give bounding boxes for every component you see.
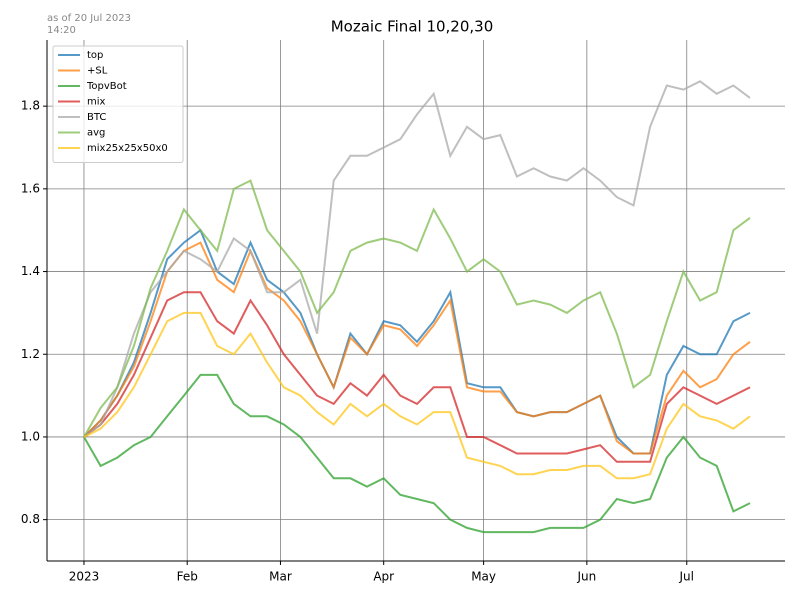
series-line <box>83 373 751 534</box>
y-tick-label: 1.2 <box>21 347 40 361</box>
legend-label: BTC <box>87 112 106 123</box>
series-line <box>83 228 751 455</box>
note: as of 20 Jul 2023 <box>47 13 131 24</box>
x-tick-label: Jul <box>679 570 694 584</box>
legend-label: +SL <box>87 66 108 77</box>
series-line <box>83 311 751 480</box>
series-line <box>83 291 751 463</box>
series-line <box>83 179 751 438</box>
x-tick-label: May <box>471 570 496 584</box>
note: 14:20 <box>47 25 76 36</box>
legend-label: avg <box>87 128 105 139</box>
legend-label: mix25x25x50x0 <box>87 143 168 154</box>
x-tick-label: Mar <box>269 570 292 584</box>
legend-label: top <box>87 50 103 61</box>
x-tick-label: Jun <box>576 570 596 584</box>
series-line <box>83 80 751 438</box>
legend-box <box>52 45 184 163</box>
x-tick-label: Apr <box>373 570 394 584</box>
legend-label: TopvBot <box>86 81 127 92</box>
series-line <box>83 241 751 455</box>
legend-label: mix <box>87 97 106 108</box>
chart-title: Mozaic Final 10,20,30 <box>331 18 494 36</box>
x-tick-label: 2023 <box>69 570 100 584</box>
y-tick-label: 0.8 <box>21 512 40 526</box>
y-tick-label: 1.6 <box>21 181 40 195</box>
y-tick-label: 1.0 <box>21 429 40 443</box>
x-tick-label: Feb <box>177 570 198 584</box>
y-tick-label: 1.4 <box>21 264 40 278</box>
y-tick-label: 1.8 <box>21 99 40 113</box>
